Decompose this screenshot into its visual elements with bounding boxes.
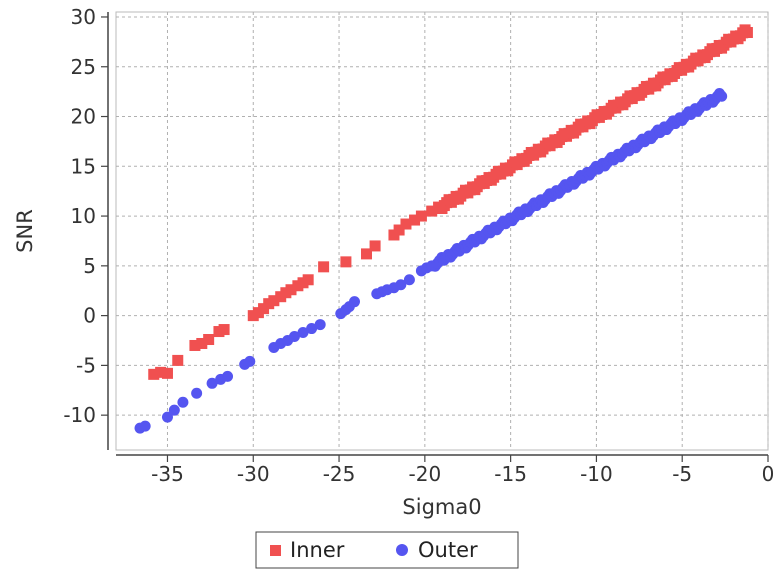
data-point [302,274,314,286]
data-point [139,420,151,432]
data-point [340,256,352,268]
data-point [161,411,173,423]
legend-marker-inner [270,545,281,556]
y-tick-label: 25 [71,55,96,79]
data-point [155,366,167,378]
data-point [297,327,309,339]
legend-label-outer: Outer [418,538,478,562]
data-point [206,377,218,389]
x-tick-label: -10 [580,462,613,486]
legend-box [255,531,519,569]
data-point [148,368,160,380]
x-axis-title: Sigma0 [402,495,481,519]
x-tick-label: -15 [494,462,527,486]
data-point [218,324,230,336]
y-tick-label: 30 [71,5,96,29]
legend-label-inner: Inner [290,538,345,562]
data-point [314,319,326,331]
data-point [393,224,405,236]
data-point [403,274,415,286]
x-tick-label: -5 [672,462,692,486]
data-series [134,24,753,434]
x-tick-label: -30 [237,462,270,486]
x-tick-label: -35 [151,462,184,486]
axes [107,12,768,456]
data-point [191,387,203,399]
data-point [222,370,234,382]
x-tick-label: -20 [409,462,442,486]
x-tick-label: -25 [323,462,356,486]
data-point [369,240,381,252]
x-tick-label: 0 [762,462,775,486]
data-point [203,334,215,346]
y-axis-ticks: -10 -5 0 5 10 15 20 25 30 [63,5,108,427]
data-point [361,248,373,260]
y-axis-title: SNR [13,209,37,253]
data-point [168,404,180,416]
data-point [177,396,189,408]
y-tick-label: -10 [63,403,96,427]
y-tick-label: 0 [83,304,96,328]
series-inner [148,24,753,380]
series-outer [134,88,728,434]
data-point [172,354,184,366]
data-point [395,279,407,291]
data-point [306,323,318,335]
data-point [415,210,427,222]
x-axis-ticks: -35 -30 -25 -20 -15 -10 -5 0 [151,455,774,486]
legend-marker-outer [396,544,408,556]
data-point [189,339,201,351]
y-tick-label: 15 [71,154,96,178]
data-point [196,337,208,349]
data-point [400,218,412,230]
data-point [244,355,256,367]
data-point [716,90,728,102]
data-point [409,214,421,226]
y-tick-label: 10 [71,204,96,228]
data-point [161,367,173,379]
y-tick-label: 5 [83,254,96,278]
data-point [268,295,280,307]
legend: Inner Outer [255,531,519,569]
data-point [285,284,297,296]
data-point [426,205,438,217]
y-tick-label: -5 [76,353,96,377]
data-point [318,261,330,273]
data-point [348,296,360,308]
data-point [288,331,300,343]
data-point [741,27,753,39]
y-tick-label: 20 [71,105,96,129]
gridlines [116,12,769,450]
